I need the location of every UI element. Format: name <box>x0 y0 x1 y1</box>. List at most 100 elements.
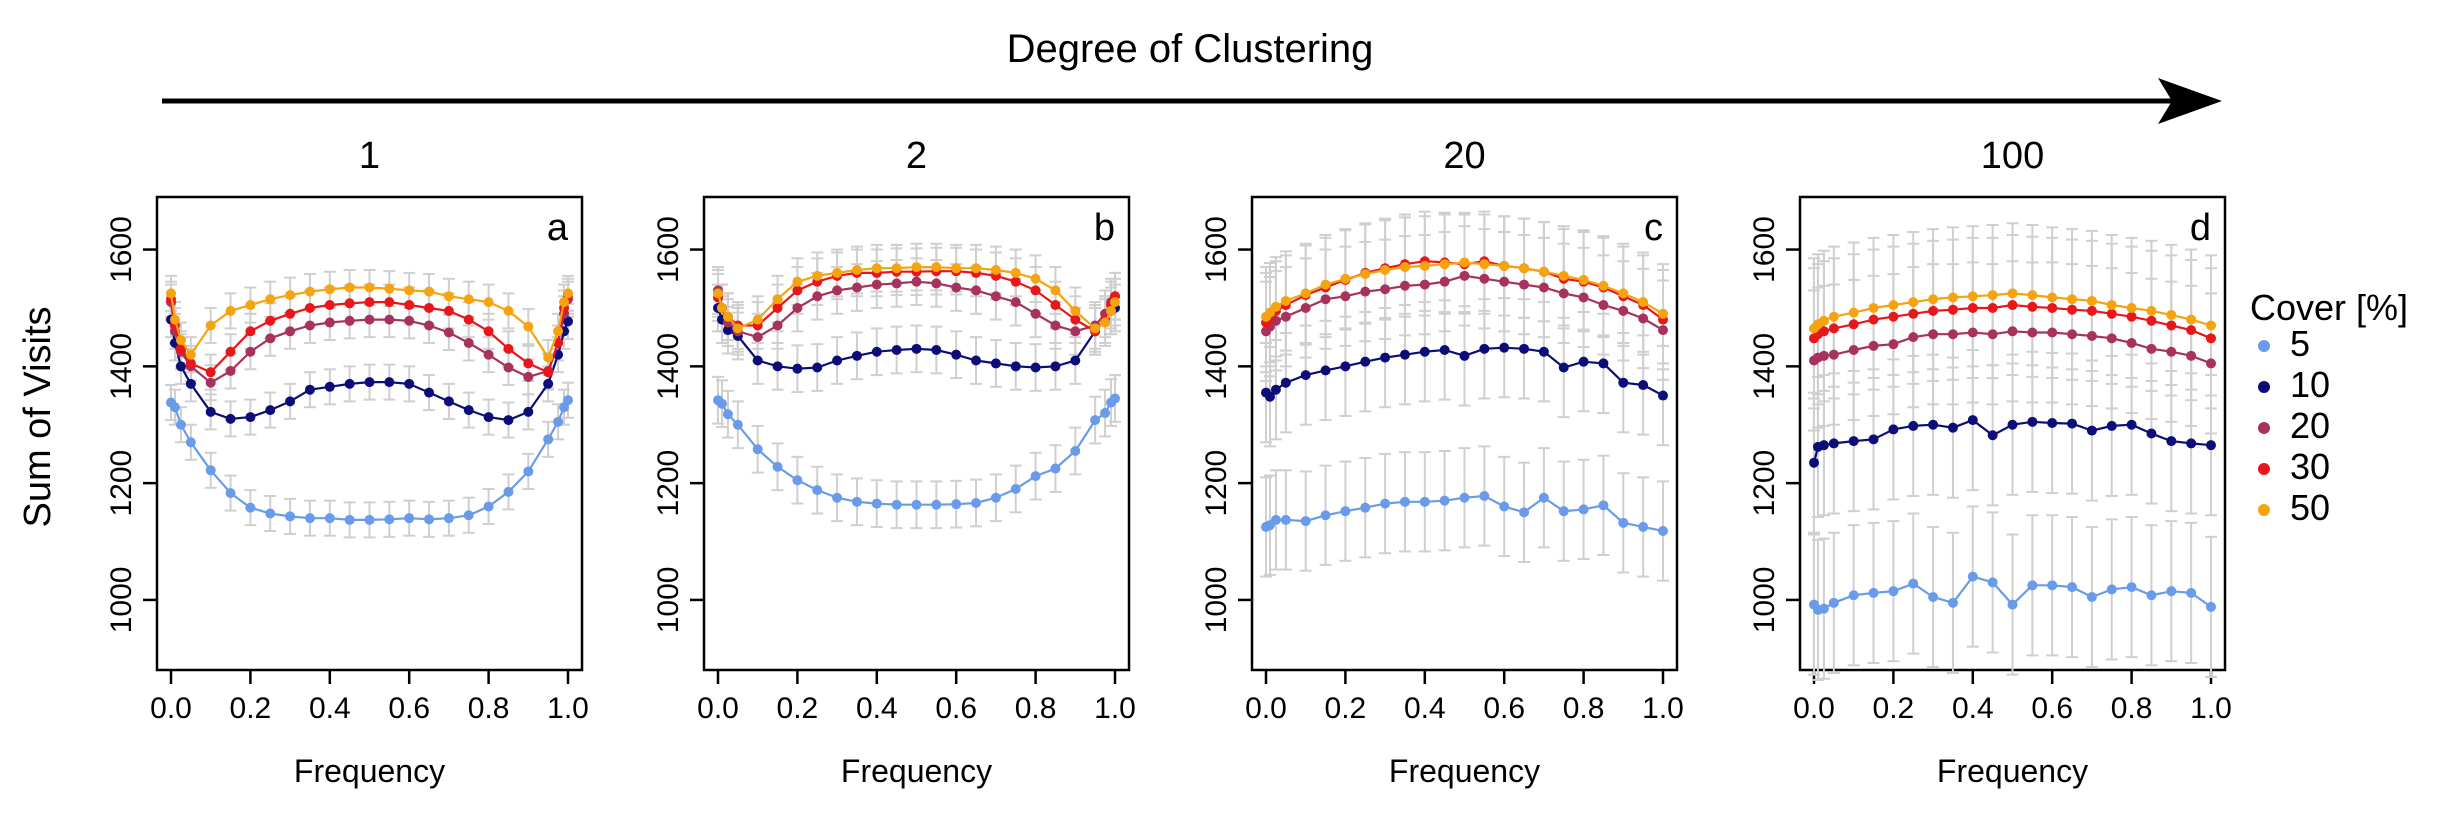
data-point <box>384 297 395 308</box>
arrow-label: Degree of Clustering <box>1007 27 1374 71</box>
x-tick-label: 0.2 <box>777 692 819 725</box>
data-point <box>990 264 1001 275</box>
data-point <box>225 413 236 424</box>
panel-title: 100 <box>1981 135 2044 177</box>
data-point <box>1320 510 1331 521</box>
data-point <box>1030 362 1041 373</box>
data-point <box>1598 500 1609 511</box>
data-point <box>225 366 236 377</box>
plot-frame <box>702 195 1131 672</box>
data-point <box>1987 290 1998 301</box>
data-point <box>1928 419 1939 430</box>
data-point <box>1320 365 1331 376</box>
data-point <box>1499 501 1510 512</box>
data-point <box>732 323 743 334</box>
data-point <box>324 300 335 311</box>
data-point <box>2106 420 2117 431</box>
data-point <box>1658 308 1668 319</box>
data-point <box>265 294 276 305</box>
data-point <box>2166 320 2177 331</box>
data-point <box>1110 297 1120 308</box>
data-point <box>1050 285 1061 296</box>
data-point <box>1340 291 1351 302</box>
data-point <box>364 377 375 388</box>
data-point <box>1908 578 1919 589</box>
data-point <box>772 361 783 372</box>
data-point <box>1947 292 1958 303</box>
panel-letter: d <box>2190 207 2211 249</box>
data-point <box>1598 300 1609 311</box>
data-point <box>2166 346 2177 357</box>
data-point <box>285 290 296 301</box>
data-point <box>990 492 1001 503</box>
y-tick-label: 1600 <box>1748 216 1781 283</box>
legend-label: 50 <box>2290 487 2330 528</box>
data-point <box>1987 302 1998 313</box>
data-point <box>2027 416 2038 427</box>
data-point <box>175 361 186 372</box>
data-point <box>832 267 843 278</box>
data-point <box>424 387 435 398</box>
data-point <box>2047 292 2058 303</box>
data-point <box>792 475 803 486</box>
data-point <box>1658 526 1668 537</box>
data-point <box>404 300 415 311</box>
data-point <box>185 378 196 389</box>
data-point <box>1280 377 1291 388</box>
data-point <box>1070 446 1081 457</box>
data-point <box>463 510 474 521</box>
data-point <box>2067 294 2078 305</box>
data-point <box>1987 577 1998 588</box>
data-point <box>752 444 763 455</box>
data-point <box>463 314 474 325</box>
data-point <box>851 350 862 361</box>
series-50 <box>1809 288 2216 334</box>
data-point <box>2186 325 2197 336</box>
data-point <box>1987 430 1998 441</box>
data-point <box>1106 305 1117 316</box>
data-point <box>1967 291 1978 302</box>
data-point <box>1010 267 1021 278</box>
data-point <box>2206 358 2216 369</box>
data-point <box>245 502 256 513</box>
data-point <box>2126 311 2137 322</box>
y-tick-label: 1600 <box>105 216 138 283</box>
data-point <box>1070 314 1081 325</box>
data-point <box>1987 329 1998 340</box>
data-point <box>1050 300 1061 311</box>
panel-a: 1 a 0.0 0.2 0.4 0.6 0.8 1.0 Frequency 1000 1200 140… <box>105 135 589 789</box>
data-point <box>1558 506 1569 517</box>
data-point <box>1618 305 1629 316</box>
data-point <box>483 349 494 360</box>
data-point <box>304 320 315 331</box>
data-point <box>443 291 454 302</box>
data-point <box>891 499 902 510</box>
data-point <box>1868 314 1879 325</box>
data-point <box>443 513 454 524</box>
data-point <box>1598 280 1609 291</box>
data-point <box>553 326 564 337</box>
series-10 <box>1261 342 1668 402</box>
data-point <box>1360 269 1371 280</box>
data-point <box>971 497 982 508</box>
data-point <box>1499 276 1510 287</box>
data-point <box>1090 415 1101 426</box>
data-point <box>1300 370 1311 381</box>
data-point <box>175 343 186 354</box>
data-point <box>324 284 335 295</box>
data-point <box>503 486 514 497</box>
y-tick-label: 1400 <box>105 333 138 400</box>
data-point <box>1380 284 1391 295</box>
series-50 <box>713 262 1120 334</box>
data-point <box>1828 438 1839 449</box>
data-point <box>2206 601 2216 612</box>
data-point <box>483 297 494 308</box>
data-point <box>344 514 355 525</box>
data-point <box>1459 257 1470 268</box>
data-point <box>1300 516 1311 527</box>
data-point <box>2106 584 2117 595</box>
data-point <box>2106 308 2117 319</box>
data-point <box>1848 344 1859 355</box>
data-point <box>285 511 296 522</box>
